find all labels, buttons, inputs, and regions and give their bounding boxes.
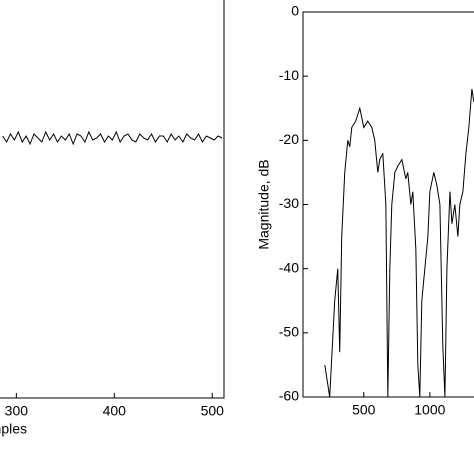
y-tick-label: -50 [279,324,299,340]
y-tick-label: -20 [279,131,299,147]
line-series [2,130,223,146]
x-axis-label: Samples [0,421,27,437]
x-tick-label: 500 [201,403,225,419]
x-tick-label: 300 [5,403,29,419]
x-tick-label: 1000 [414,402,445,418]
y-tick-label: -40 [279,259,299,275]
x-tick-label: 400 [103,403,127,419]
x-tick-label: 500 [352,402,376,418]
y-tick-label: 0 [291,3,299,19]
line-series [324,88,474,398]
y-tick-label: -30 [279,195,299,211]
y-tick-label: -10 [279,67,299,83]
axes-box [0,0,225,399]
y-tick-label: -60 [279,388,299,404]
y-axis-label: Magnitude, dB [256,159,272,249]
